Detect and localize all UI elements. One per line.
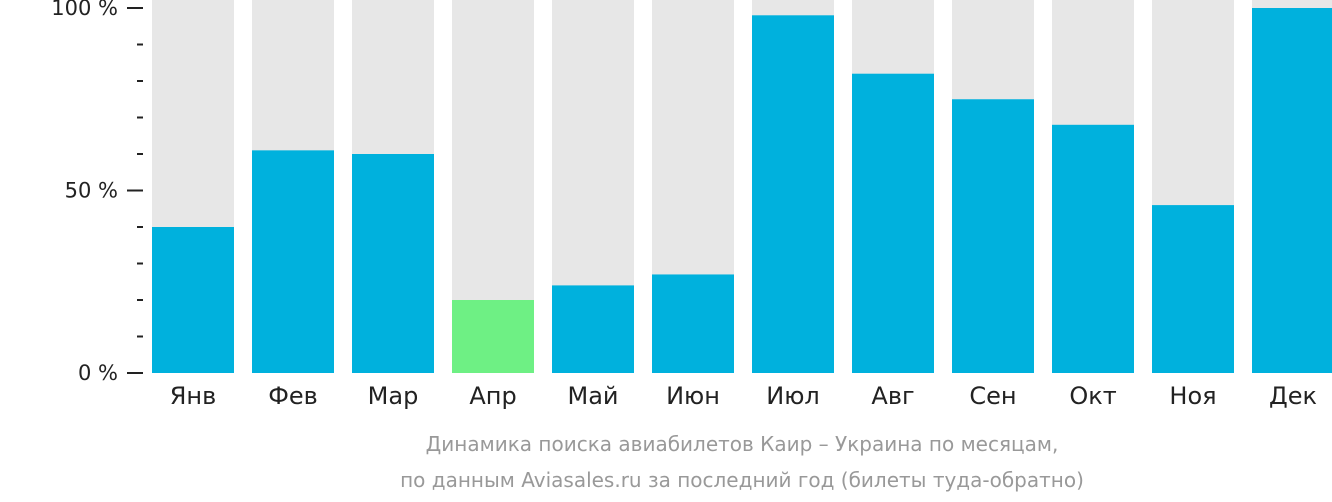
x-tick-label: Сен (969, 382, 1016, 410)
x-tick-label: Мар (368, 382, 419, 410)
bar-8 (852, 73, 934, 373)
y-axis: 0 % 50 % 100 % (51, 0, 143, 385)
bar-5 (552, 285, 634, 373)
x-tick-label: Май (567, 382, 618, 410)
bar-10 (1052, 124, 1134, 373)
x-tick-label: Окт (1069, 382, 1116, 410)
y-tick-label: 50 % (65, 179, 118, 203)
x-tick-label: Янв (170, 382, 217, 410)
bar-11 (1152, 205, 1234, 373)
y-tick-label: 100 % (51, 0, 118, 20)
bar-2 (252, 150, 334, 373)
bar-4 (452, 300, 534, 373)
bar-6 (652, 274, 734, 373)
x-tick-label: Июл (766, 382, 820, 410)
x-tick-label: Июн (666, 382, 720, 410)
x-tick-label: Авг (871, 382, 914, 410)
y-tick-label: 0 % (78, 361, 118, 385)
x-axis-labels: Янв Фев Мар Апр Май Июн Июл Авг Сен Окт Ноя Дек (170, 382, 1317, 410)
bars (152, 0, 1332, 374)
bar-7 (752, 15, 834, 374)
x-tick-label: Дек (1269, 382, 1317, 410)
bar-3 (352, 154, 434, 373)
x-tick-label: Фев (268, 382, 318, 410)
bar-9 (952, 99, 1034, 373)
x-tick-label: Ноя (1169, 382, 1216, 410)
x-tick-label: Апр (469, 382, 516, 410)
chart-caption-line-2: по данным Aviasales.ru за последний год … (400, 468, 1084, 492)
bar-1 (152, 227, 234, 373)
bar-12 (1252, 8, 1332, 373)
chart-caption-line-1: Динамика поиска авиабилетов Каир – Украи… (426, 432, 1059, 456)
